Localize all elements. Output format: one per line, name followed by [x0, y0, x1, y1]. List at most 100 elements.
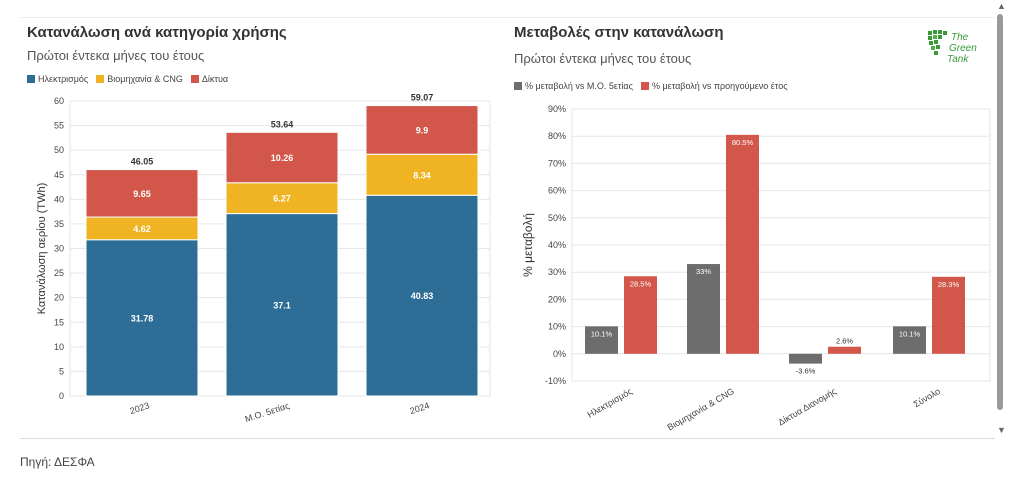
bar-value-label: 4.62 — [133, 224, 151, 234]
bar-value-label: 31.78 — [131, 313, 154, 323]
bar-value-label: 10.26 — [271, 153, 294, 163]
y-axis-title: % μεταβολή — [521, 213, 535, 277]
stacked-consumption-chart: 0 5 10 15 20 25 30 35 40 45 50 55 60 Κατανάλωση αερίο… — [36, 93, 491, 424]
bar-value-label: 8.34 — [413, 170, 431, 180]
bar-value-label: 2.6% — [836, 337, 853, 346]
x-tick-label: Σύνολο — [912, 386, 942, 409]
legend-label: Δίκτυα — [201, 74, 229, 84]
y-tick-label: 5 — [59, 366, 64, 376]
the-green-tank-logo: The Green Tank — [928, 30, 977, 65]
source-note: Πηγή: ΔΕΣΦΑ — [20, 455, 95, 469]
y-tick-label: 80% — [548, 131, 566, 141]
legend-item[interactable]: % μεταβολή vs Μ.Ο. 5ετίας — [514, 81, 633, 91]
bar-segment — [85, 169, 199, 218]
bar-value-label: 28.5% — [630, 279, 652, 288]
y-tick-label: 20% — [548, 294, 566, 304]
y-tick-label: 35 — [54, 219, 64, 229]
x-tick-label: 2024 — [408, 400, 430, 416]
bar-value-label: 37.1 — [273, 300, 291, 310]
logo-line-3: Tank — [947, 54, 969, 65]
legend-item[interactable]: % μεταβολή vs προηγούμενο έτος — [640, 81, 788, 91]
scroll-up-arrow-icon[interactable]: ▲ — [997, 1, 1006, 11]
bar-value-label: 9.65 — [133, 189, 151, 199]
x-tick-label: Μ.Ο. 5ετίας — [244, 400, 292, 424]
legend-swatch — [96, 75, 105, 83]
legend-swatch — [27, 75, 35, 83]
bar-value-label: 80.5% — [732, 138, 754, 147]
y-tick-label: 45 — [54, 170, 64, 180]
x-tick-label: Δίκτυα Διανομής — [776, 386, 838, 428]
bar-value-label: 9.9 — [416, 125, 429, 135]
y-tick-label: 50% — [548, 213, 566, 223]
y-tick-label: 10% — [548, 322, 566, 332]
bar — [893, 326, 926, 354]
y-tick-label: 15 — [54, 317, 64, 327]
bar-total-label: 59.07 — [411, 93, 434, 103]
bar — [687, 264, 720, 354]
y-tick-label: 30 — [54, 244, 64, 254]
legend-item[interactable]: Ηλεκτρισμός — [27, 74, 88, 84]
right-chart-legend: % μεταβολή vs Μ.Ο. 5ετίας % μεταβολή vs π… — [514, 81, 796, 91]
y-tick-label: 20 — [54, 293, 64, 303]
y-tick-label: 90% — [548, 104, 566, 114]
bar-segment — [365, 153, 479, 196]
bar-value-label: 10.1% — [591, 329, 613, 338]
right-chart-subtitle: Πρώτοι έντεκα μήνες του έτους — [514, 51, 692, 66]
x-tick-label: 2023 — [128, 400, 150, 416]
y-tick-label: 50 — [54, 145, 64, 155]
y-tick-label: 60% — [548, 186, 566, 196]
legend-swatch — [640, 82, 649, 90]
legend-swatch — [190, 75, 199, 83]
y-tick-label: 40 — [54, 194, 64, 204]
bar-segment — [225, 182, 339, 215]
bar-segment — [225, 213, 339, 397]
bar-total-label: 53.64 — [271, 119, 294, 129]
legend-swatch — [514, 82, 522, 90]
logo-line-2: Green — [949, 43, 977, 54]
legend-label: Ηλεκτρισμός — [38, 74, 89, 84]
leaf-grid-icon — [928, 30, 947, 55]
legend-label: % μεταβολή vs Μ.Ο. 5ετίας — [525, 81, 633, 91]
left-chart-title: Κατανάλωση ανά κατηγορία χρήσης — [27, 24, 287, 41]
bar — [585, 326, 618, 354]
bar-segment — [85, 239, 199, 397]
y-axis-title: Κατανάλωση αερίου (TWh) — [36, 183, 48, 315]
bar-value-label: -3.6% — [796, 367, 816, 376]
x-tick-label: Βιομηχανία & CNG — [666, 386, 736, 432]
bar-value-label: 10.1% — [899, 329, 921, 338]
percent-change-chart: -10% 0% 10% 20% 30% 40% 50% 60% 70% 80% 90% % μεταβ… — [521, 104, 991, 433]
right-chart-title: Μεταβολές στην κατανάλωση — [514, 24, 724, 41]
bar-segment — [365, 194, 479, 397]
scroll-thumb[interactable] — [997, 14, 1003, 410]
left-chart-subtitle: Πρώτοι έντεκα μήνες του έτους — [27, 48, 205, 63]
bar-segment — [365, 105, 479, 155]
x-tick-label: Ηλεκτρισμός — [585, 386, 634, 420]
legend-label: Βιομηχανία & CNG — [107, 74, 183, 84]
bar-segment — [225, 131, 339, 184]
legend-item[interactable]: Βιομηχανία & CNG — [96, 74, 183, 84]
legend-item[interactable]: Δίκτυα — [190, 74, 229, 84]
scrollbar[interactable]: ▲ ▼ — [995, 0, 1007, 440]
bar-value-label: 33% — [696, 267, 711, 276]
y-tick-label: 0% — [553, 349, 566, 359]
bar — [789, 353, 822, 364]
bar — [726, 134, 759, 354]
bar-value-label: 40.83 — [411, 291, 434, 301]
logo-line-1: The — [951, 32, 969, 43]
bar-total-label: 46.05 — [131, 157, 154, 167]
y-tick-label: 70% — [548, 158, 566, 168]
y-tick-label: 60 — [54, 96, 64, 106]
y-tick-label: -10% — [545, 376, 566, 386]
bar — [624, 276, 657, 354]
left-chart-legend: Ηλεκτρισμός Βιομηχανία & CNG Δίκτυα — [27, 74, 236, 84]
bar — [828, 346, 861, 354]
legend-label: % μεταβολή vs προηγούμενο έτος — [651, 81, 788, 91]
y-tick-label: 10 — [54, 342, 64, 352]
y-tick-label: 30% — [548, 267, 566, 277]
bar-value-label: 28.3% — [938, 280, 960, 289]
y-tick-label: 55 — [54, 121, 64, 131]
scroll-down-arrow-icon[interactable]: ▼ — [997, 425, 1006, 435]
y-tick-label: 25 — [54, 268, 64, 278]
bar-value-label: 6.27 — [273, 194, 291, 204]
y-tick-label: 40% — [548, 240, 566, 250]
